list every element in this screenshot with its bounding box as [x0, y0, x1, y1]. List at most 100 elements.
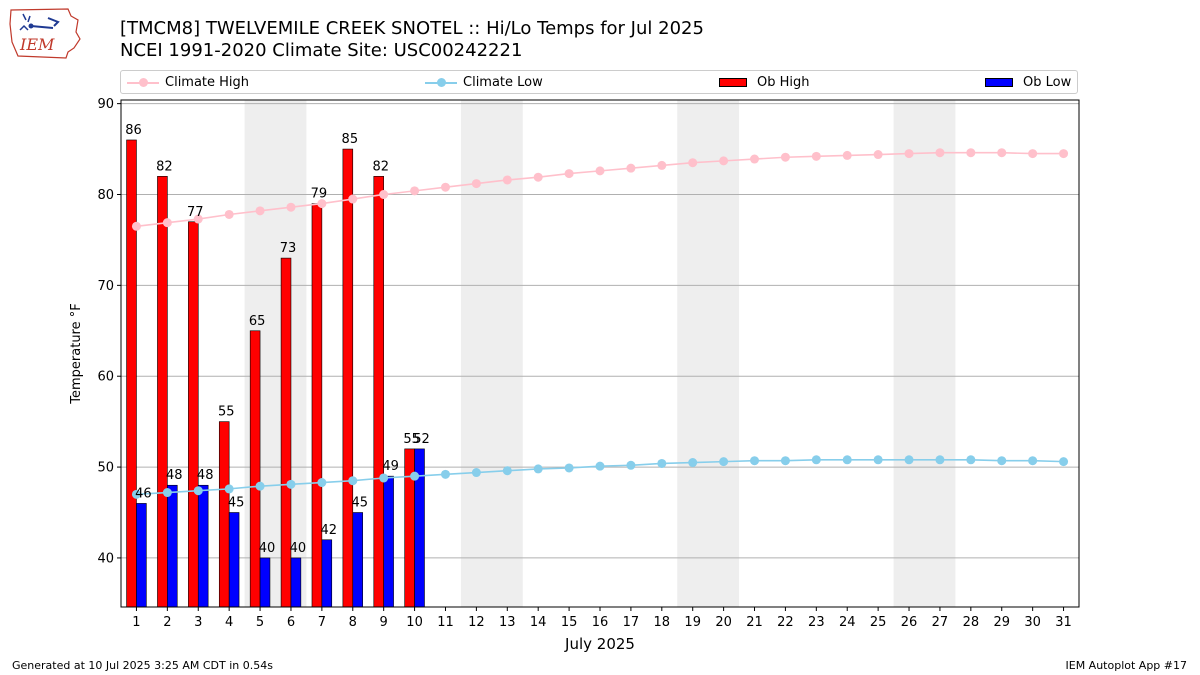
climate-low-point-day-3: [193, 486, 203, 496]
climate-high-point-day-30: [1028, 149, 1038, 159]
climate-high-point-day-18: [657, 160, 667, 170]
climate-low-point-day-24: [842, 455, 852, 465]
ob-low-bar-day-7: [321, 539, 333, 608]
climate-low-point-day-29: [997, 456, 1007, 466]
climate-high-point-day-17: [626, 163, 636, 173]
ob-high-bar-day-5: [249, 330, 261, 608]
x-tick-label-24: 24: [839, 615, 856, 630]
ob-low-label-day-5: 40: [259, 541, 276, 556]
ob-low-label-day-8: 45: [351, 496, 368, 511]
x-tick-label-23: 23: [808, 615, 825, 630]
climate-high-point-day-25: [873, 150, 883, 160]
x-tick-label-29: 29: [993, 615, 1010, 630]
climate-low-point-day-12: [471, 468, 481, 478]
climate-low-point-day-28: [966, 455, 976, 465]
climate-high-point-day-16: [595, 166, 605, 176]
climate-low-point-day-14: [533, 464, 543, 474]
ob-low-bar-day-8: [352, 512, 363, 608]
x-tick-label-22: 22: [777, 615, 794, 630]
climate-high-point-day-4: [224, 209, 234, 219]
y-tick-label-40: 40: [97, 551, 114, 566]
x-tick-label-27: 27: [932, 615, 949, 630]
y-tick-label-70: 70: [97, 279, 114, 294]
climate-high-point-day-1: [131, 221, 141, 231]
climate-high-point-day-27: [935, 148, 945, 158]
ob-high-label-day-3: 77: [187, 205, 204, 220]
x-tick-label-7: 7: [318, 615, 326, 630]
climate-low-point-day-18: [657, 458, 667, 468]
ob-high-bar-day-9: [373, 176, 384, 608]
x-tick-label-3: 3: [194, 615, 202, 630]
climate-low-point-day-20: [719, 457, 729, 467]
ob-low-bar-day-9: [383, 475, 394, 608]
climate-high-point-day-21: [750, 154, 760, 164]
climate-low-point-day-6: [286, 479, 296, 489]
climate-low-point-day-19: [688, 458, 698, 468]
ob-low-label-day-9: 49: [382, 459, 399, 474]
climate-high-point-day-23: [811, 151, 821, 161]
x-tick-label-25: 25: [870, 615, 887, 630]
ob-low-bar-day-1: [136, 503, 147, 608]
x-tick-label-14: 14: [530, 615, 547, 630]
climate-high-point-day-20: [719, 156, 729, 166]
y-axis-label: Temperature °F: [69, 303, 84, 404]
climate-low-point-day-15: [564, 463, 574, 473]
climate-low-point-day-27: [935, 455, 945, 465]
ob-low-label-day-4: 45: [228, 496, 245, 511]
ob-low-label-day-2: 48: [166, 468, 183, 483]
ob-high-label-day-9: 82: [372, 159, 389, 174]
x-tick-label-15: 15: [561, 615, 578, 630]
climate-low-point-day-26: [904, 455, 914, 465]
ob-high-label-day-8: 85: [342, 132, 359, 147]
ob-high-bar-day-8: [342, 148, 354, 608]
ob-high-bar-day-2: [157, 176, 168, 608]
climate-high-point-day-6: [286, 202, 296, 212]
x-tick-label-26: 26: [901, 615, 918, 630]
climate-low-point-day-4: [224, 484, 234, 494]
climate-low-point-day-17: [626, 460, 636, 470]
weekend-shade-4: [893, 100, 956, 607]
x-tick-label-2: 2: [163, 615, 171, 630]
climate-low-point-day-9: [379, 473, 389, 483]
ob-low-label-day-10: 52: [413, 432, 430, 447]
climate-high-point-day-22: [780, 152, 790, 162]
x-tick-label-9: 9: [380, 615, 388, 630]
weekend-shade-2: [460, 100, 523, 607]
climate-high-point-day-5: [255, 206, 265, 216]
x-tick-label-17: 17: [623, 615, 640, 630]
x-tick-label-11: 11: [437, 615, 454, 630]
x-axis-label: July 2025: [564, 635, 635, 653]
x-tick-label-6: 6: [287, 615, 295, 630]
legend-label-ob-low: Ob Low: [1023, 75, 1072, 90]
chart-subtitle: NCEI 1991-2020 Climate Site: USC00242221: [120, 40, 523, 61]
x-tick-label-13: 13: [499, 615, 516, 630]
climate-low-point-day-10: [410, 471, 420, 481]
climate-high-point-day-31: [1059, 149, 1069, 159]
x-tick-label-5: 5: [256, 615, 264, 630]
x-tick-label-28: 28: [963, 615, 980, 630]
climate-high-point-day-19: [688, 158, 698, 168]
svg-text:IEM: IEM: [19, 35, 55, 54]
legend-label-ob-high: Ob High: [757, 75, 810, 90]
climate-high-point-day-10: [410, 186, 420, 196]
ob-low-bar-day-4: [228, 512, 240, 608]
climate-high-point-day-9: [379, 189, 389, 199]
climate-high-point-day-26: [904, 149, 914, 159]
x-tick-label-19: 19: [684, 615, 701, 630]
climate-low-point-day-21: [750, 456, 760, 466]
y-tick-label-80: 80: [97, 188, 114, 203]
climate-low-point-day-22: [780, 456, 790, 466]
ob-low-bar-day-3: [197, 484, 209, 608]
climate-low-point-day-1: [131, 489, 141, 499]
x-tick-label-10: 10: [406, 615, 423, 630]
ob-high-bar-day-4: [218, 421, 230, 608]
climate-low-point-day-2: [162, 488, 172, 498]
ob-low-bar-day-5: [259, 557, 271, 608]
ob-low-label-day-7: 42: [321, 523, 338, 538]
ob-high-label-day-5: 65: [249, 314, 266, 329]
ob-high-label-day-10: 55: [403, 432, 420, 447]
ob-low-bar-day-6: [290, 557, 302, 608]
climate-high-point-day-11: [440, 182, 450, 192]
climate-high-point-day-24: [842, 150, 852, 160]
